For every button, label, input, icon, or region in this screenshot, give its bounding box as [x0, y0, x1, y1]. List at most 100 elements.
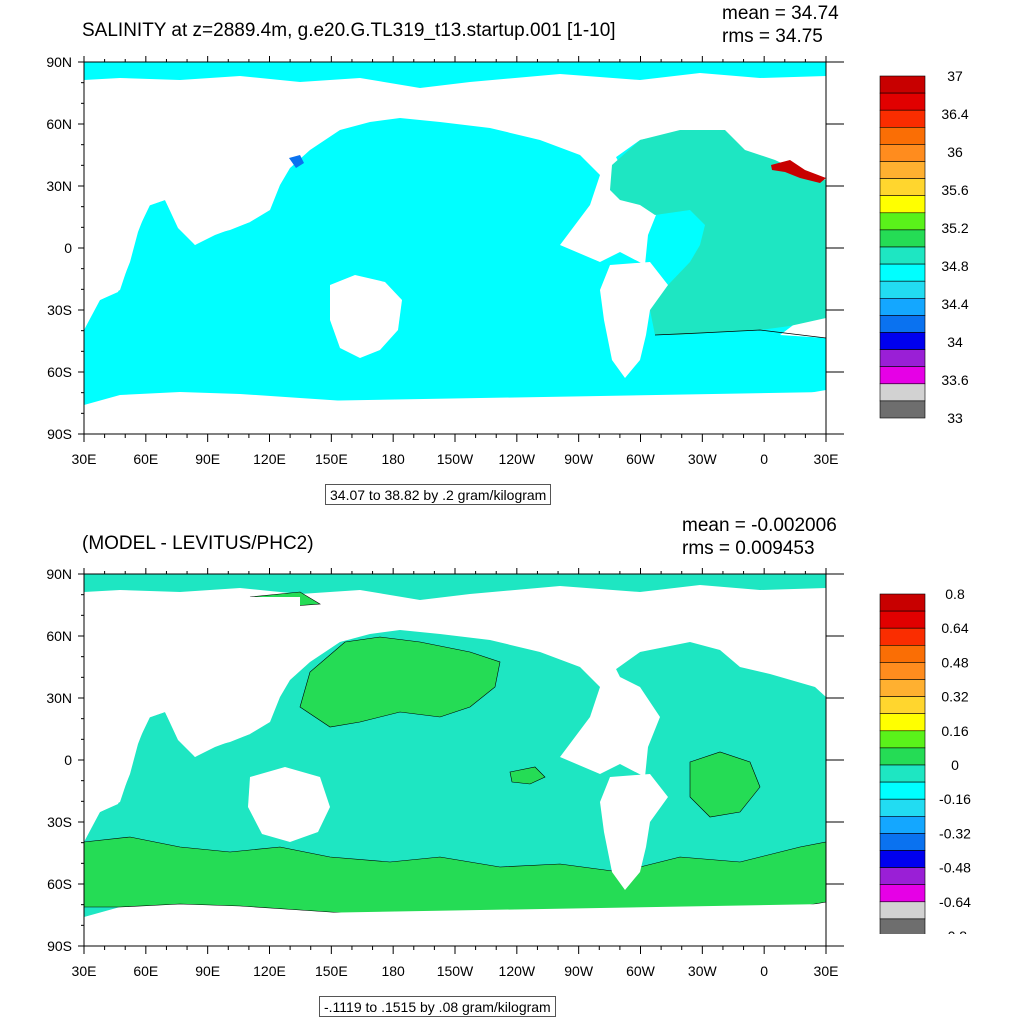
- top-plot-title: SALINITY at z=2889.4m, g.e20.G.TL319_t13…: [82, 20, 616, 41]
- colorbar-label: 0.8: [945, 586, 965, 602]
- bottom-difference-field: [83, 574, 827, 946]
- colorbar-swatch: [879, 901, 926, 920]
- bottom-lon-labels: 30E 60E 90E 120E 150E 180 150W 120W 90W 60W 30W 0 30…: [72, 963, 839, 979]
- colorbar-swatch: [879, 696, 926, 714]
- colorbar-label: 36: [947, 144, 963, 160]
- bottom-colorbar: 0.8 0.64 0.48 0.32 0.16 0 -0.16 -0.32 -0.48 -0.64…: [879, 586, 971, 934]
- colorbar-swatch: [879, 747, 926, 766]
- colorbar-swatch: [879, 610, 926, 629]
- lon-label: 0: [760, 963, 768, 979]
- lon-label: 30W: [688, 451, 718, 467]
- colorbar-swatch: [879, 713, 926, 732]
- top-arctic-blue-patch: [289, 155, 304, 168]
- top-land-asia: [84, 85, 300, 215]
- colorbar-label: 36.4: [941, 106, 968, 122]
- lat-label: 90S: [47, 938, 72, 954]
- bottom-north-pacific-positive: [299, 636, 501, 728]
- colorbar-label: 34: [947, 334, 963, 350]
- top-map: 90N 60N 30N 0 30S 60S 90S 30E 60E 90E 120E 150E 180…: [46, 54, 844, 467]
- colorbar-label: 37: [947, 68, 963, 84]
- lat-label: 30N: [46, 690, 72, 706]
- top-lon-labels: 30E 60E 90E 120E 150E 180 150W 120W 90W 60W 30W 0 30…: [72, 451, 839, 467]
- colorbar-swatch: [879, 178, 926, 196]
- bottom-plot-title: (MODEL - LEVITUS/PHC2): [82, 533, 314, 554]
- lon-label: 60E: [133, 963, 158, 979]
- colorbar-swatch: [879, 229, 926, 248]
- colorbar-swatch: [879, 400, 926, 419]
- colorbar-swatch: [879, 593, 926, 612]
- colorbar-swatch: [879, 918, 926, 934]
- lat-label: 90N: [46, 54, 72, 70]
- colorbar-label: -0.32: [939, 825, 971, 841]
- colorbar-swatch: [879, 332, 926, 350]
- colorbar-label: 34.8: [941, 258, 968, 274]
- top-atlantic-ocean: [610, 130, 826, 335]
- colorbar-label: 0.48: [941, 654, 968, 670]
- top-land-north-america: [460, 82, 650, 170]
- colorbar-label: 35.2: [941, 220, 968, 236]
- colorbar-label: -0.16: [939, 791, 971, 807]
- colorbar-label: -0.8: [943, 928, 967, 934]
- bottom-land-antarctica: [84, 904, 826, 946]
- colorbar-label: -0.48: [939, 860, 971, 876]
- lon-label: 180: [381, 451, 405, 467]
- lon-label: 60W: [626, 451, 656, 467]
- colorbar-swatch: [879, 246, 926, 265]
- colorbar-label: 0: [951, 757, 959, 773]
- colorbar-swatch: [879, 195, 926, 214]
- colorbar-label: 0.16: [941, 723, 968, 739]
- lat-label: 60N: [46, 628, 72, 644]
- lon-label: 30E: [72, 963, 97, 979]
- colorbar-swatch: [879, 280, 926, 299]
- colorbar-swatch: [879, 816, 926, 834]
- bottom-pacific-patch: [509, 766, 546, 785]
- colorbar-swatch: [879, 644, 926, 663]
- colorbar-label: 34.4: [941, 296, 968, 312]
- lon-label: 180: [381, 963, 405, 979]
- top-rms-value: rms = 34.75: [722, 26, 823, 47]
- colorbar-swatch: [879, 75, 926, 94]
- colorbar-swatch: [879, 833, 926, 851]
- lon-label: 60E: [133, 451, 158, 467]
- lon-label: 120W: [499, 451, 536, 467]
- lon-label: 120E: [253, 451, 286, 467]
- colorbar-swatch: [879, 730, 926, 749]
- lon-label: 150E: [315, 451, 348, 467]
- colorbar-swatch: [879, 366, 926, 385]
- lon-label: 60W: [626, 963, 656, 979]
- bottom-mean-value: mean = -0.002006: [682, 515, 837, 536]
- colorbar-label: -0.64: [939, 894, 971, 910]
- lon-label: 120E: [253, 963, 286, 979]
- colorbar-swatch: [879, 349, 926, 368]
- top-axis-ticks: [78, 56, 844, 442]
- lon-label: 30E: [814, 451, 839, 467]
- colorbar-swatch: [879, 627, 926, 646]
- colorbar-swatch: [879, 781, 926, 800]
- colorbar-label: 0.32: [941, 689, 968, 705]
- lat-label: 30N: [46, 178, 72, 194]
- bottom-contour-info: -.1119 to .1515 by .08 gram/kilogram: [319, 996, 556, 1017]
- lon-label: 90E: [195, 451, 220, 467]
- top-arctic-ocean: [84, 62, 826, 88]
- colorbar-label: 35.6: [941, 182, 968, 198]
- top-contour-info: 34.07 to 38.82 by .2 gram/kilogram: [325, 484, 552, 505]
- colorbar-swatch: [879, 884, 926, 903]
- top-land-australia: [330, 275, 402, 358]
- lon-label: 150W: [437, 963, 474, 979]
- colorbar-label: 33.6: [941, 372, 968, 388]
- colorbar-swatch: [879, 679, 926, 697]
- lon-label: 0: [760, 451, 768, 467]
- lon-label: 90W: [564, 963, 594, 979]
- colorbar-swatch: [879, 109, 926, 128]
- colorbar-swatch: [879, 764, 926, 783]
- lat-label: 90N: [46, 566, 72, 582]
- lat-label: 0: [64, 752, 72, 768]
- colorbar-swatch: [879, 161, 926, 179]
- bottom-rms-value: rms = 0.009453: [682, 538, 815, 559]
- bottom-axis-ticks: [78, 568, 844, 954]
- top-land-south-america: [600, 262, 668, 378]
- lat-label: 30S: [47, 814, 72, 830]
- top-contour-line: [654, 329, 827, 339]
- bottom-atlantic-patch: [689, 751, 761, 818]
- lat-label: 90S: [47, 426, 72, 442]
